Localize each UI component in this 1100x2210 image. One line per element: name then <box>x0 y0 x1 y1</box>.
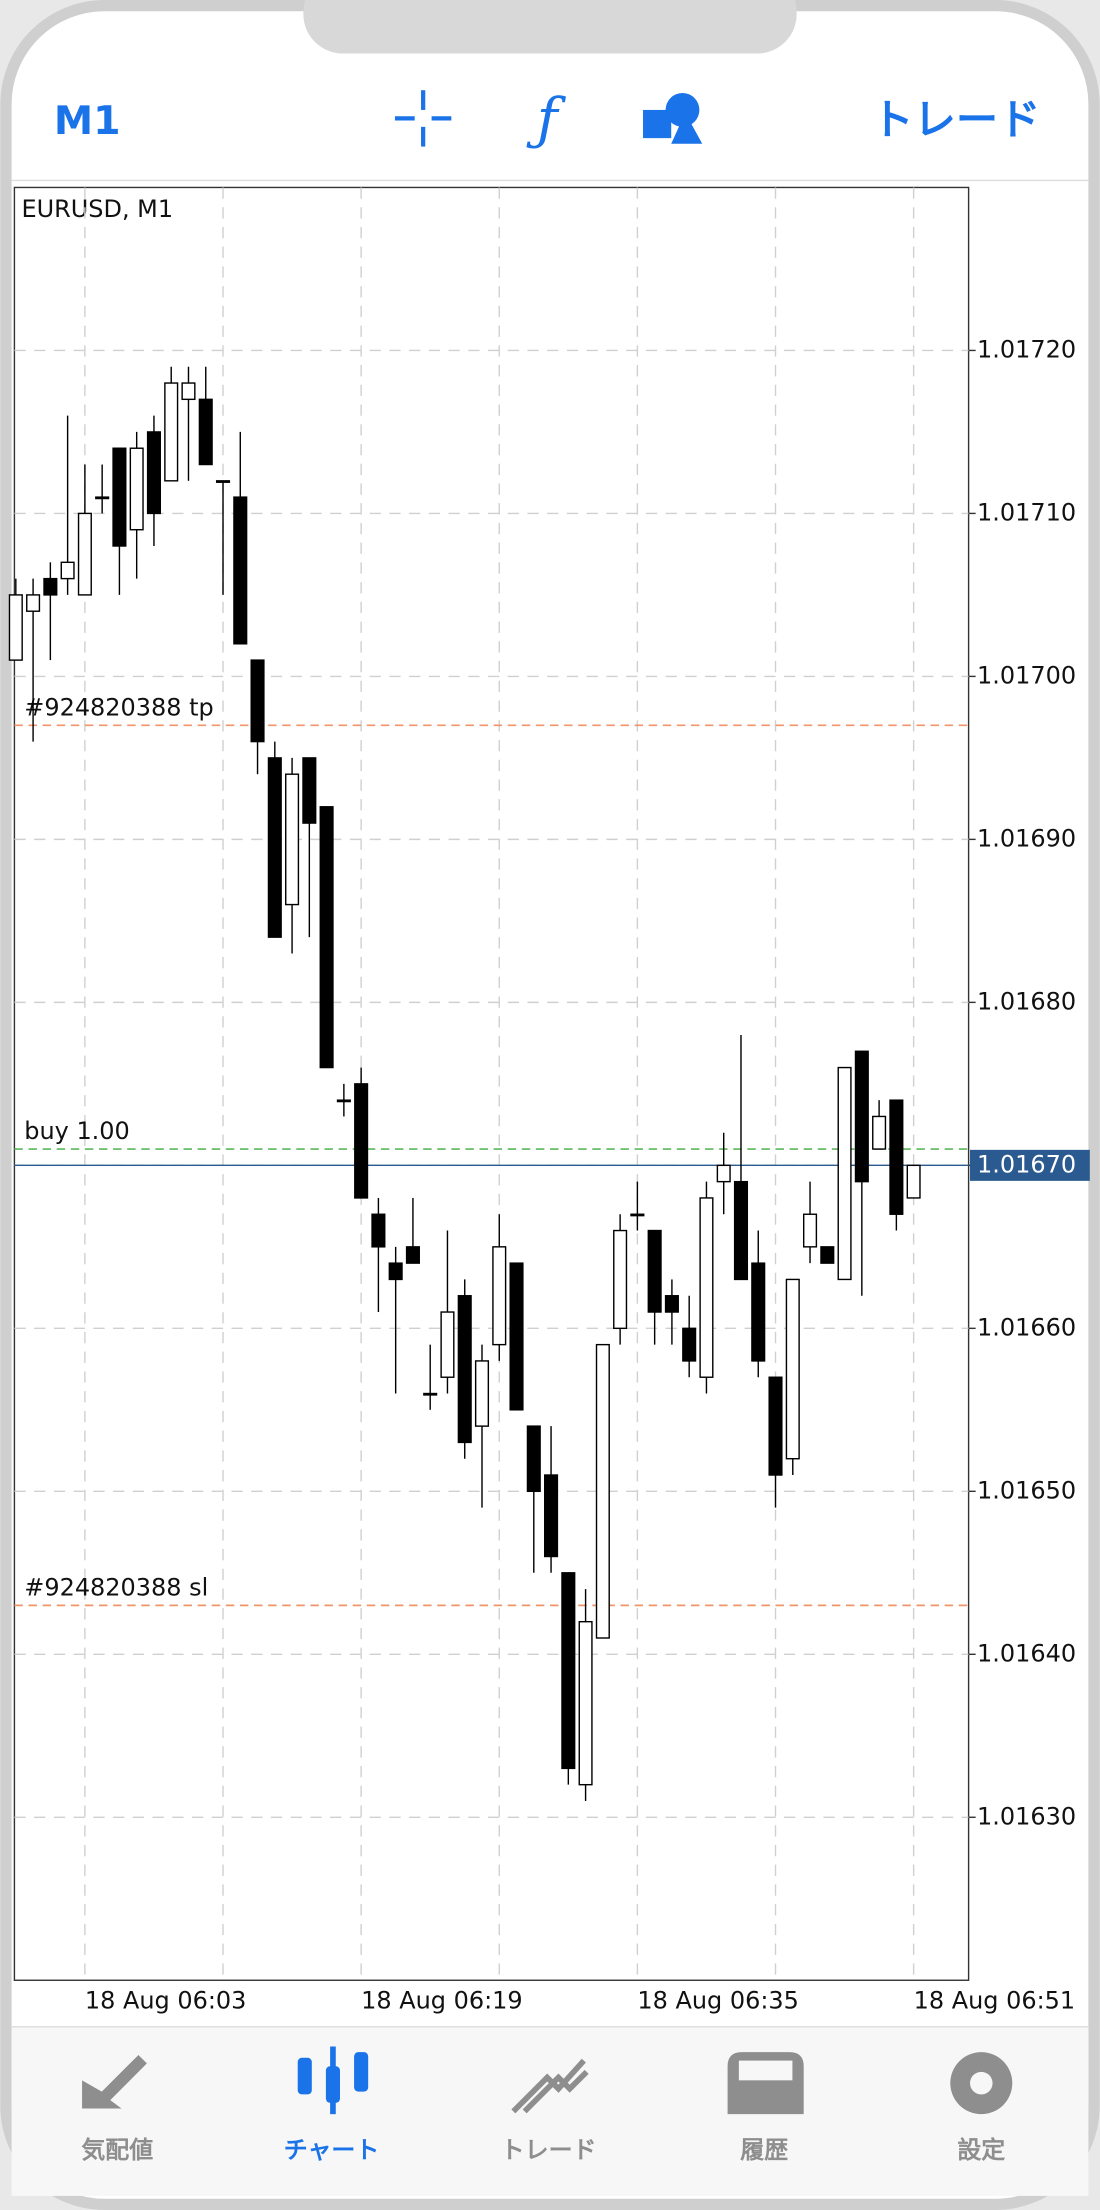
chart-title: EURUSD, M1 <box>21 195 173 223</box>
candle-body <box>336 1099 351 1103</box>
candle-body <box>613 1229 628 1330</box>
candle-body <box>682 1327 697 1362</box>
candle-body <box>60 561 75 580</box>
candle-body <box>595 1343 610 1639</box>
candle-body <box>802 1213 818 1248</box>
tab-label[interactable]: チャート <box>284 2136 380 2164</box>
current-price-label: 1.01670 <box>977 1150 1076 1178</box>
candle-body <box>43 577 58 596</box>
x-tick-label: 18 Aug 06:19 <box>361 1986 523 2014</box>
candle-body <box>77 512 92 596</box>
candle-body <box>872 1115 887 1150</box>
tabbar <box>11 2026 1089 2196</box>
candle-body <box>820 1246 835 1264</box>
candle-body <box>544 1474 559 1558</box>
y-tick-label: 1.01660 <box>977 1313 1076 1341</box>
settings-icon[interactable] <box>950 2052 1013 2115</box>
candle-body <box>889 1099 904 1215</box>
candle-body <box>146 431 161 515</box>
objects-icon[interactable] <box>643 93 703 144</box>
tab-label[interactable]: 気配値 <box>81 2136 153 2164</box>
candle-body <box>285 773 300 906</box>
y-tick-label: 1.01700 <box>977 661 1076 689</box>
candle-body <box>112 447 127 547</box>
candle-body <box>423 1392 438 1396</box>
candle-body <box>250 659 265 743</box>
candle-body <box>319 806 334 1069</box>
timeframe-button[interactable]: M1 <box>54 98 121 144</box>
candle-body <box>751 1262 766 1362</box>
candle-body <box>492 1246 507 1346</box>
candle-body <box>8 594 23 661</box>
trade-icon[interactable] <box>511 2058 589 2114</box>
y-tick-label: 1.01690 <box>977 824 1076 852</box>
quotes-icon[interactable] <box>82 2054 147 2109</box>
order-level-label: buy 1.00 <box>24 1117 130 1145</box>
y-tick-label: 1.01640 <box>977 1639 1076 1667</box>
candle-body <box>354 1083 369 1199</box>
candle-body <box>405 1246 420 1264</box>
candle-body <box>181 382 196 401</box>
candle-body <box>215 480 231 483</box>
candle-body <box>233 496 248 645</box>
candle-body <box>578 1620 593 1786</box>
x-tick-label: 18 Aug 06:35 <box>637 1986 799 2014</box>
candle-body <box>630 1213 645 1217</box>
crosshair-icon[interactable] <box>394 90 452 147</box>
y-tick-label: 1.01630 <box>977 1802 1076 1830</box>
notch <box>303 0 797 54</box>
order-level-label: #924820388 tp <box>24 693 213 721</box>
candle-body <box>457 1295 472 1444</box>
y-tick-label: 1.01680 <box>977 987 1076 1015</box>
candle-body <box>302 757 317 824</box>
candle-body <box>474 1360 490 1427</box>
chart-icon[interactable] <box>297 2046 369 2115</box>
tab-label[interactable]: トレード <box>501 2136 597 2164</box>
x-tick-label: 18 Aug 06:51 <box>914 1986 1076 2014</box>
candle-body <box>561 1572 576 1770</box>
tab-label[interactable]: 履歴 <box>740 2136 788 2164</box>
order-level-label: #924820388 sl <box>24 1573 208 1601</box>
candle-body <box>129 447 144 531</box>
candle-body <box>906 1164 921 1199</box>
trade-button[interactable]: トレード <box>871 95 1040 144</box>
candle-body <box>198 398 213 466</box>
x-tick-label: 18 Aug 06:03 <box>85 1986 247 2014</box>
current-price-box <box>970 1149 1090 1181</box>
candle-body <box>699 1197 714 1378</box>
candle-body <box>371 1213 386 1248</box>
candle-body <box>526 1425 541 1493</box>
candle-body <box>837 1066 852 1281</box>
y-tick-label: 1.01710 <box>977 498 1076 526</box>
y-tick-label: 1.01720 <box>977 335 1076 363</box>
chart: 18 Aug 06:03 18 Aug 06:19 18 Aug 06:35 18 A… <box>8 187 1090 2014</box>
candle-body <box>440 1311 455 1378</box>
y-tick-label: 1.01650 <box>977 1476 1076 1504</box>
candle-body <box>854 1050 869 1183</box>
candle-body <box>388 1262 403 1281</box>
candle-body <box>509 1262 524 1411</box>
candle-body <box>785 1278 800 1460</box>
plot-area <box>13 186 970 1981</box>
tab-label[interactable]: 設定 <box>957 2136 1005 2164</box>
candle-body <box>768 1376 783 1476</box>
candle-body <box>267 757 282 938</box>
candle-body <box>664 1295 679 1313</box>
candle-body <box>733 1180 749 1281</box>
candle-body <box>164 382 179 482</box>
candle-body <box>26 594 41 612</box>
candle-body <box>716 1164 731 1183</box>
candle-body <box>647 1229 662 1313</box>
candle-body <box>95 496 110 500</box>
history-icon[interactable] <box>727 2052 804 2115</box>
